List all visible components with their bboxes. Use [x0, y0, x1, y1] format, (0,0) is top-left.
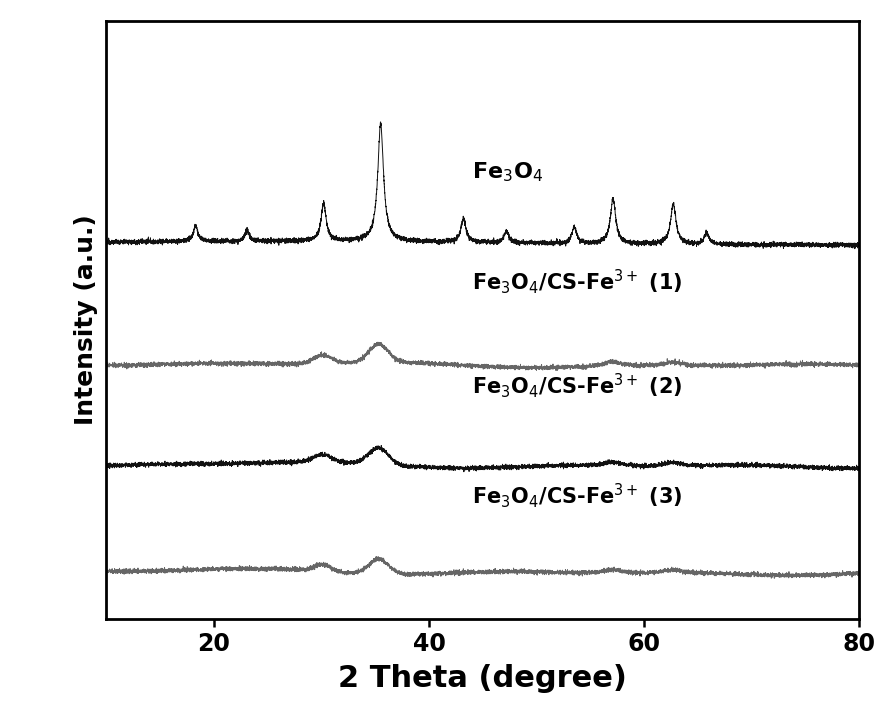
- X-axis label: 2 Theta (degree): 2 Theta (degree): [338, 664, 627, 693]
- Text: Fe$_3$O$_4$: Fe$_3$O$_4$: [472, 161, 543, 184]
- Y-axis label: Intensity (a.u.): Intensity (a.u.): [74, 215, 98, 425]
- Text: Fe$_3$O$_4$/CS-Fe$^{3+}$ (3): Fe$_3$O$_4$/CS-Fe$^{3+}$ (3): [472, 481, 683, 510]
- Text: Fe$_3$O$_4$/CS-Fe$^{3+}$ (2): Fe$_3$O$_4$/CS-Fe$^{3+}$ (2): [472, 372, 683, 400]
- Text: Fe$_3$O$_4$/CS-Fe$^{3+}$ (1): Fe$_3$O$_4$/CS-Fe$^{3+}$ (1): [472, 267, 683, 296]
